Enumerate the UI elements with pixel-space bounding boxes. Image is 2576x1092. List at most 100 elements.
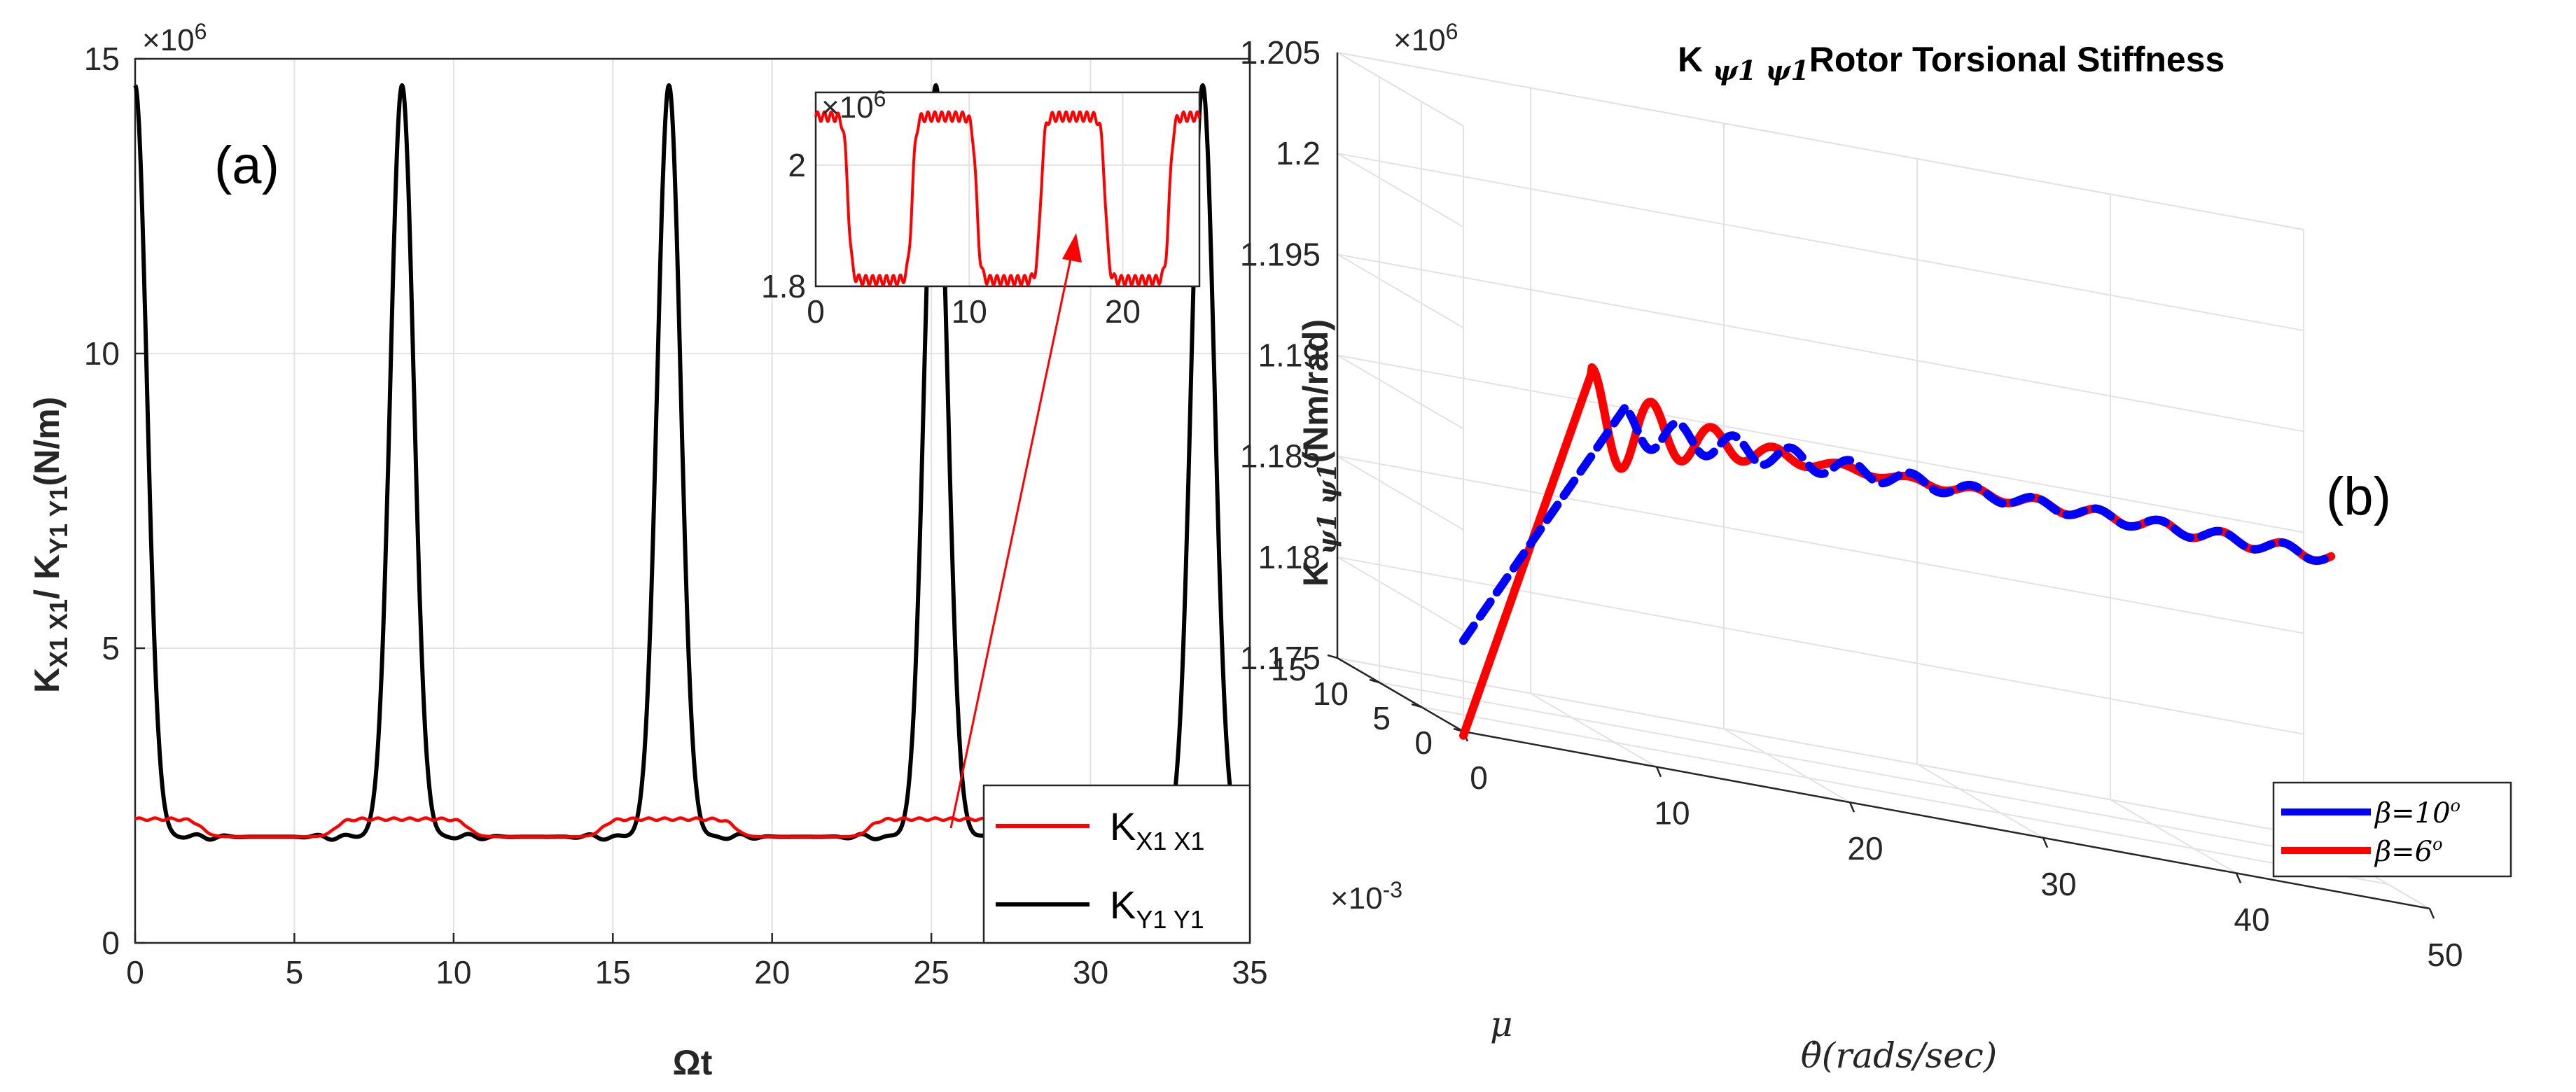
y-axis-line bbox=[1337, 657, 1464, 733]
panel-b-y-multiplier: ×10-3 bbox=[1330, 877, 1402, 916]
inset-arrow-head bbox=[1062, 233, 1082, 262]
panel-b-y-axis-label: μ bbox=[1490, 1004, 1513, 1044]
panel-a-y-tick-label: 15 bbox=[84, 41, 120, 77]
panel-a-y-multiplier: ×106 bbox=[142, 19, 207, 57]
panel-b-legend: β=10o β=6o bbox=[2272, 781, 2512, 878]
panel-a-x-tick-label: 10 bbox=[436, 954, 471, 990]
sidewall-gridline bbox=[1337, 153, 1464, 228]
panel-b-x-tick-label: 10 bbox=[1654, 795, 1690, 832]
backwall-gridline bbox=[1337, 556, 2304, 735]
pane-border bbox=[1337, 52, 2304, 230]
panel-b-y-tick-label: 5 bbox=[1372, 700, 1391, 736]
floor-gridline bbox=[1723, 728, 1851, 804]
panel-a-axes-box bbox=[134, 57, 1251, 944]
legend-kxx-label: KX1 X1 bbox=[1110, 804, 1204, 855]
floor-gridline bbox=[2110, 799, 2237, 874]
legend-beta6-label: β=6o bbox=[2374, 834, 2443, 868]
sidewall-gridline bbox=[1337, 253, 1464, 329]
panel-b-3d-axes bbox=[1336, 52, 2430, 910]
x-tick bbox=[1655, 766, 1662, 778]
inset-y-tick-label: 2 bbox=[788, 147, 806, 183]
x-tick bbox=[2042, 837, 2049, 848]
panel-a-legend-box bbox=[982, 784, 1251, 944]
panel-a-label: (a) bbox=[214, 136, 279, 195]
backwall-gridline bbox=[1337, 253, 2304, 433]
x-axis-line bbox=[1463, 730, 2430, 910]
backwall-gridline bbox=[1337, 657, 2304, 836]
series-beta10-line bbox=[1459, 402, 2336, 645]
sidewall-gridline bbox=[1337, 556, 1464, 631]
floor-gridline bbox=[1916, 763, 2044, 839]
floor-gridline bbox=[1379, 682, 2346, 860]
panel-a-gridlines bbox=[135, 59, 1250, 943]
pane-border bbox=[1337, 52, 1464, 127]
panel-a-y-axis-label: KX1 X1/ KY1 Y1(N/m) bbox=[27, 397, 73, 693]
panel-b-x-tick-label: 30 bbox=[2040, 866, 2076, 902]
panel-a-x-axis-label: Ωt bbox=[673, 1043, 713, 1082]
panel-b-legend-box bbox=[2272, 781, 2512, 878]
panel-b-chart: 010203040500510151.1751.181.1851.191.195… bbox=[1240, 19, 2512, 1076]
panel-b-x-tick-label: 0 bbox=[1470, 760, 1488, 796]
panel-a-y-tick-label: 5 bbox=[102, 630, 120, 666]
panel-b-y-tick-label: 0 bbox=[1414, 724, 1433, 761]
panel-a-x-tick-label: 15 bbox=[595, 954, 631, 990]
inset-gridlines bbox=[816, 92, 1199, 286]
panel-b-x-axis-label: θ̇(rads/sec) bbox=[1801, 1035, 1998, 1076]
panel-a-y-tick-label: 0 bbox=[102, 925, 120, 961]
panel-b-y-tick-label: 10 bbox=[1313, 676, 1349, 712]
legend-kyy-label: KY1 Y1 bbox=[1110, 883, 1204, 934]
panel-b-z-tick-label: 1.175 bbox=[1240, 640, 1321, 676]
panel-b-z-tick-label: 1.195 bbox=[1240, 236, 1321, 272]
legend-beta10-label: β=10o bbox=[2374, 796, 2460, 830]
panel-b-y-tick-label: 15 bbox=[1271, 651, 1307, 687]
panel-a-x-tick-label: 5 bbox=[286, 954, 304, 990]
panel-a-x-tick-label: 0 bbox=[126, 954, 144, 990]
x-tick bbox=[2428, 908, 2435, 919]
panel-b-label: (b) bbox=[2326, 467, 2391, 526]
x-tick bbox=[2235, 872, 2242, 883]
inset-x-tick-label: 20 bbox=[1105, 293, 1141, 330]
inset-x-tick-label: 10 bbox=[952, 293, 987, 330]
inset-plot-area bbox=[816, 92, 1199, 286]
panel-b-z-tick-label: 1.205 bbox=[1240, 34, 1321, 71]
sidewall-gridline bbox=[1337, 354, 1464, 430]
inset-y-tick-label: 1.8 bbox=[761, 268, 806, 304]
inset-kxx-line bbox=[814, 110, 1201, 287]
panel-b-x-tick-label: 20 bbox=[1847, 830, 1883, 867]
panel-b-z-tick-label: 1.2 bbox=[1276, 135, 1321, 172]
floor-gridline bbox=[1530, 692, 1657, 768]
series-beta6-line bbox=[1459, 363, 2336, 740]
panel-a-x-tick-label: 30 bbox=[1073, 954, 1108, 990]
inset-x-tick-label: 0 bbox=[807, 293, 825, 330]
panel-b-z-multiplier: ×106 bbox=[1393, 19, 1458, 57]
panel-b-ticks: 010203040500510151.1751.181.1851.191.195… bbox=[1240, 34, 2463, 973]
backwall-gridline bbox=[1337, 354, 2304, 533]
panel-a-x-tick-label: 20 bbox=[754, 954, 790, 990]
panel-b-x-tick-label: 40 bbox=[2234, 901, 2269, 937]
panel-b-x-tick-label: 50 bbox=[2427, 937, 2463, 973]
panel-b-z-tick-label: 1.185 bbox=[1240, 438, 1321, 475]
backwall-gridline bbox=[1337, 455, 2304, 634]
panel-b-z-tick-label: 1.19 bbox=[1258, 337, 1321, 374]
backwall-gridline bbox=[1337, 153, 2304, 332]
inset-ticks: 0 10 20 1.8 2 bbox=[761, 147, 1141, 330]
y-tick bbox=[1369, 678, 1380, 684]
floor-gridline bbox=[1421, 706, 2388, 885]
y-tick bbox=[1411, 703, 1422, 708]
panel-a-y-tick-label: 10 bbox=[84, 335, 120, 372]
inset-arrow-line bbox=[949, 255, 1073, 829]
panel-a-x-tick-label: 35 bbox=[1232, 954, 1267, 990]
panel-a-x-tick-label: 25 bbox=[914, 954, 949, 990]
sidewall-gridline bbox=[1337, 455, 1464, 531]
y-tick bbox=[1327, 654, 1338, 659]
panel-a-inset: 0 10 20 1.8 2 ×106 bbox=[761, 86, 1201, 330]
inset-y-multiplier: ×106 bbox=[821, 86, 886, 125]
x-tick bbox=[1849, 802, 1856, 813]
panel-b-z-axis-label: Kψ1 ψ1(Nm/rad) bbox=[1296, 319, 1342, 587]
panel-a-legend: KX1 X1 KY1 Y1 bbox=[982, 784, 1251, 944]
panel-b-z-tick-label: 1.18 bbox=[1258, 539, 1321, 575]
